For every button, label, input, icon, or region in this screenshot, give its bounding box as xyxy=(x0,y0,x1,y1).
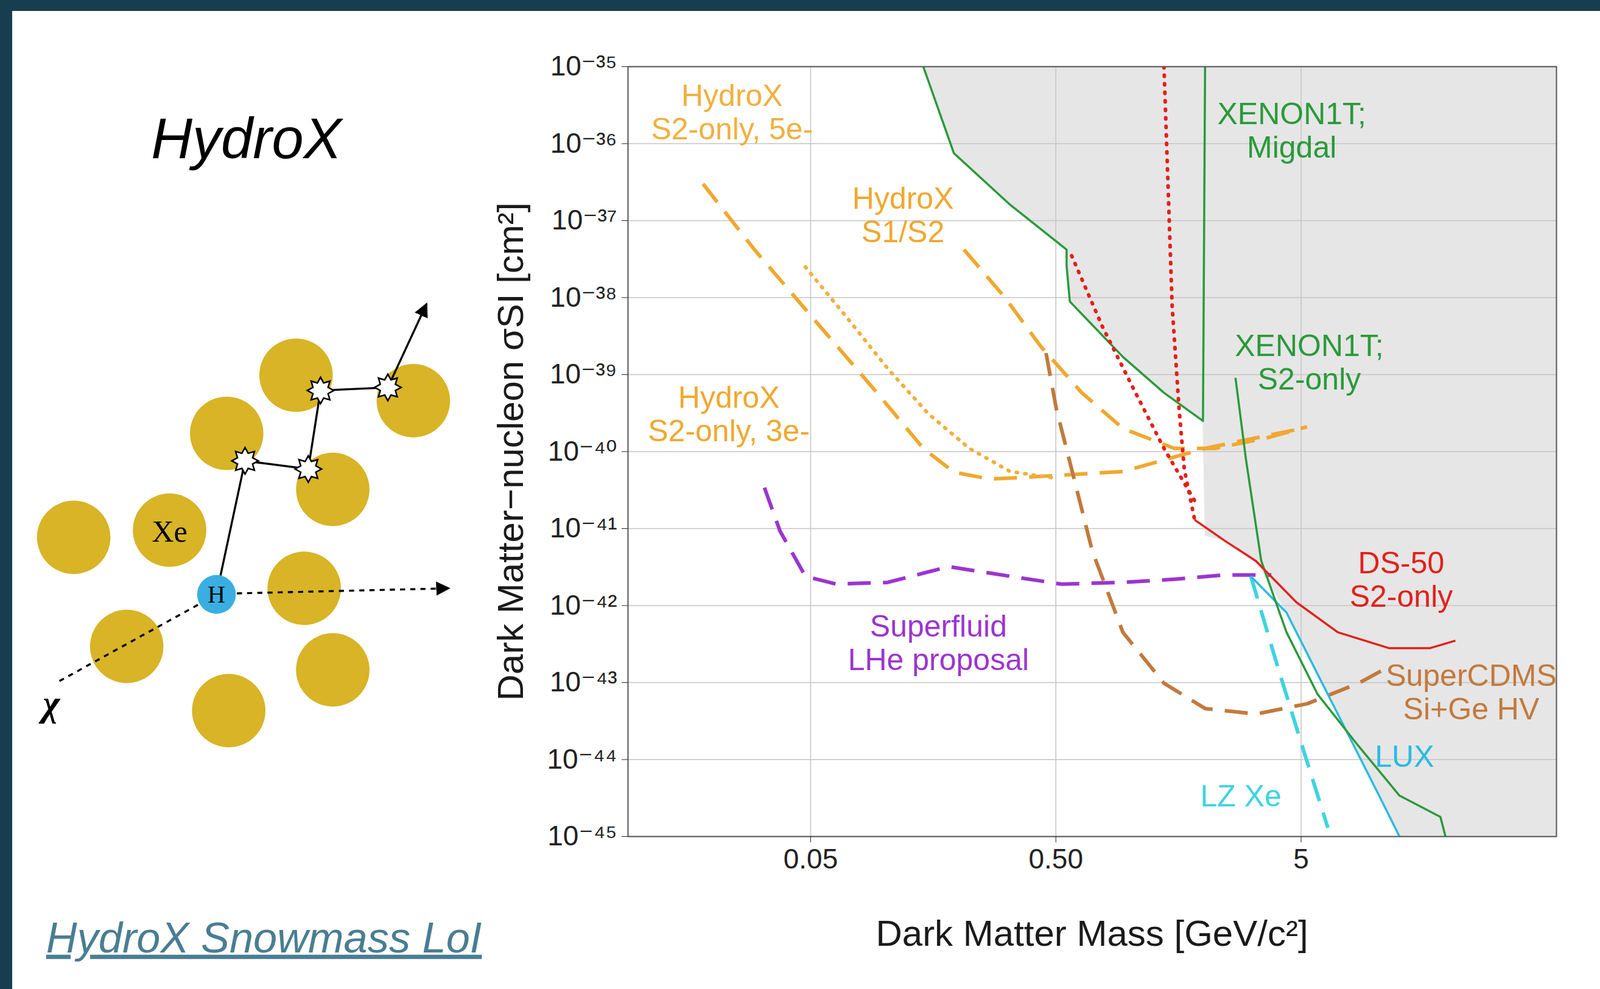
svg-text:10⁻⁴⁴: 10⁻⁴⁴ xyxy=(547,743,618,776)
svg-text:HydroXS2-only, 3e-: HydroXS2-only, 3e- xyxy=(647,380,810,449)
svg-text:HydroX Snowmass LoI: HydroX Snowmass LoI xyxy=(46,913,483,962)
svg-text:10⁻⁴⁵: 10⁻⁴⁵ xyxy=(547,820,617,852)
html-text:Dark Matter Mass [GeV/c²]: Dark Matter Mass [GeV/c²] xyxy=(875,912,1309,954)
svg-text:DS-50S2-only: DS-50S2-only xyxy=(1349,546,1454,614)
svg-text:Xe: Xe xyxy=(151,514,188,549)
html-text:Dark Matter−nucleon σSI [cm²]: Dark Matter−nucleon σSI [cm²] xyxy=(489,202,531,701)
svg-text:10⁻³⁸: 10⁻³⁸ xyxy=(549,281,617,313)
svg-text:XENON1T;Migdal: XENON1T;Migdal xyxy=(1217,96,1367,165)
svg-text:H: H xyxy=(207,580,226,609)
svg-text:10⁻³⁷: 10⁻³⁷ xyxy=(551,203,617,236)
svg-text:SuperfluidLHe proposal: SuperfluidLHe proposal xyxy=(848,609,1029,678)
svg-text:10⁻⁴²: 10⁻⁴² xyxy=(549,589,618,622)
svg-text:10⁻⁴³: 10⁻⁴³ xyxy=(549,666,618,698)
svg-text:10⁻⁴⁰: 10⁻⁴⁰ xyxy=(547,435,618,467)
svg-text:XENON1T;S2-only: XENON1T;S2-only xyxy=(1234,328,1384,397)
svg-text:10⁻³⁶: 10⁻³⁶ xyxy=(550,127,618,159)
svg-text:10⁻⁴¹: 10⁻⁴¹ xyxy=(549,512,618,544)
svg-text:5: 5 xyxy=(1293,843,1309,875)
svg-text:χ: χ xyxy=(38,683,61,724)
svg-text:HydroXS2-only, 5e-: HydroXS2-only, 5e- xyxy=(650,78,813,147)
svg-text:SuperCDMSSi+Ge HV: SuperCDMSSi+Ge HV xyxy=(1385,658,1557,727)
svg-text:10⁻³⁹: 10⁻³⁹ xyxy=(549,357,617,390)
svg-text:HydroX: HydroX xyxy=(150,106,344,171)
svg-text:10⁻³⁵: 10⁻³⁵ xyxy=(550,49,618,82)
svg-text:HydroXS1/S2: HydroXS1/S2 xyxy=(852,181,955,250)
svg-text:LUX: LUX xyxy=(1374,739,1434,774)
svg-text:LZ Xe: LZ Xe xyxy=(1200,779,1281,814)
svg-text:0.50: 0.50 xyxy=(1028,843,1084,875)
svg-text:0.05: 0.05 xyxy=(783,843,839,875)
